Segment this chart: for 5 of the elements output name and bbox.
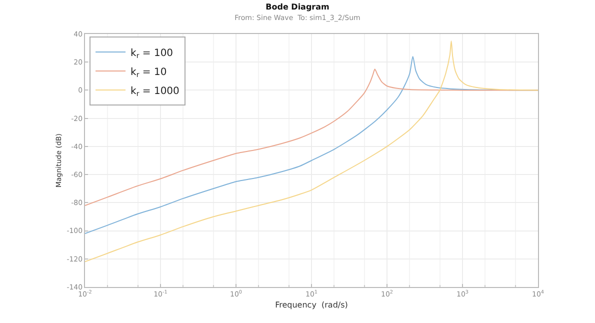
legend-label: k$_{r}$ = 10 — [130, 66, 167, 80]
chart-title: Bode Diagram — [266, 2, 330, 12]
x-axis-title: Frequency (rad/s) — [275, 300, 348, 310]
legend-label: k$_{r}$ = 1000 — [130, 86, 180, 98]
legend-label: k$_{r}$ = 100 — [130, 48, 174, 60]
